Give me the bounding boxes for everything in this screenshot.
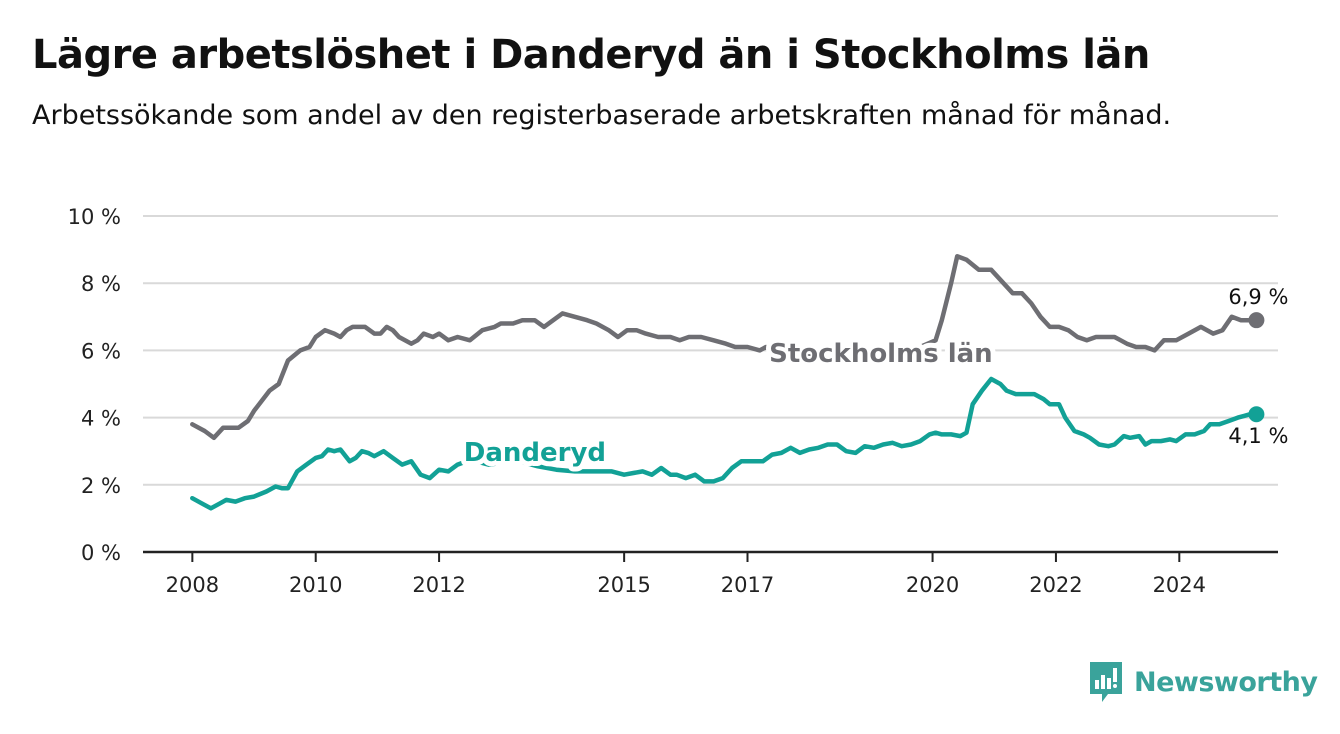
series-label-halo: Danderyd <box>464 438 606 468</box>
chart-title: Lägre arbetslöshet i Danderyd än i Stock… <box>32 32 1150 78</box>
y-tick-label: 2 % <box>81 474 121 498</box>
newsworthy-logo-icon <box>1090 662 1122 702</box>
series-line-danderyd <box>190 376 1259 511</box>
y-tick-label: 8 % <box>81 272 121 296</box>
chart-subtitle: Arbetssökande som andel av den registerb… <box>32 100 1172 131</box>
y-tick-label: 6 % <box>81 339 121 363</box>
y-tick-label: 4 % <box>81 407 121 431</box>
series-end-point <box>1248 312 1265 329</box>
x-tick-label: 2008 <box>166 573 219 597</box>
series-end-value-label: 6,9 % <box>1228 285 1288 309</box>
y-tick-label: 10 % <box>68 205 121 229</box>
x-tick-label: 2015 <box>597 573 650 597</box>
brand-name: Newsworthy <box>1134 666 1318 698</box>
series-line-stockholm <box>190 254 1259 441</box>
series-end-point <box>1248 406 1265 423</box>
x-tick-label: 2012 <box>412 573 465 597</box>
series-label-halo: Stockholms län <box>769 339 993 369</box>
gridlines <box>143 215 1278 486</box>
line-chart: 0 % 2 % 4 % 6 % 8 % 10 % 2008 2010 2012 2015 2017… <box>68 205 1289 597</box>
x-axis: 2008 2010 2012 2015 2017 2020 2022 2024 <box>143 550 1278 597</box>
x-tick-label: 2022 <box>1029 573 1082 597</box>
x-tick-label: 2017 <box>721 573 774 597</box>
series-lines <box>190 254 1265 511</box>
x-tick-label: 2024 <box>1153 573 1206 597</box>
x-tick-label: 2020 <box>906 573 959 597</box>
series-end-value-label: 4,1 % <box>1228 424 1288 448</box>
brand-logo: Newsworthy <box>1088 660 1318 704</box>
y-axis: 0 % 2 % 4 % 6 % 8 % 10 % <box>68 205 121 565</box>
series-name-label: Danderyd <box>464 438 606 468</box>
series-name-label: Stockholms län <box>769 339 993 369</box>
y-tick-label: 0 % <box>81 541 121 565</box>
x-tick-label: 2010 <box>289 573 342 597</box>
